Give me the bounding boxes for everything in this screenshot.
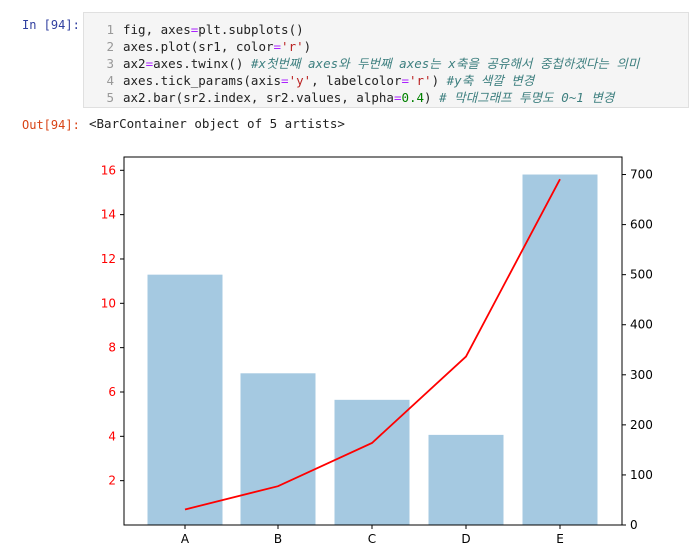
code-token: , labelcolor (311, 73, 402, 88)
x-tick-label: C (368, 532, 376, 546)
code-line: 4 axes.tick_params(axis='y', labelcolor='… (84, 72, 688, 89)
left-y-tick-label: 12 (101, 252, 116, 266)
x-tick-label: B (274, 532, 282, 546)
line-number: 4 (106, 73, 114, 88)
code-text: ax2=axes.twinx() #x첫번째 axes와 두번째 axes는 x… (123, 55, 639, 72)
code-line: 3 ax2=axes.twinx() #x첫번째 axes와 두번째 axes는 … (84, 55, 688, 72)
code-token: axes.twinx() (153, 56, 251, 71)
code-token: axes.plot(sr1, color (123, 39, 274, 54)
code-line: 5 ax2.bar(sr2.index, sr2.values, alpha=0.… (84, 89, 688, 106)
left-y-tick-label: 2 (108, 474, 116, 488)
x-tick-label: E (556, 532, 564, 546)
line-number: 3 (106, 56, 114, 71)
code-token: plt.subplots() (198, 22, 304, 37)
left-y-tick-label: 6 (108, 385, 116, 399)
code-token: #y축 색깔 변경 (446, 73, 535, 88)
code-text: axes.plot(sr1, color='r') (123, 38, 311, 55)
right-y-tick-label: 0 (630, 518, 638, 532)
left-y-tick-label: 4 (108, 429, 116, 443)
code-line: 2 axes.plot(sr1, color='r') (84, 38, 688, 55)
line-number: 1 (106, 22, 114, 37)
code-token: #x첫번째 axes와 두번째 axes는 x축을 공유해서 중첩하겠다는 의미 (250, 56, 640, 71)
input-prompt: In [94]: (22, 18, 80, 32)
left-y-tick-label: 14 (101, 208, 116, 222)
code-cell[interactable]: 1 fig, axes=plt.subplots() 2 axes.plot(sr1,… (83, 12, 689, 108)
bar-a (147, 274, 223, 525)
bar-d (428, 434, 504, 525)
right-y-tick-label: 700 (630, 168, 653, 182)
line-number: 2 (106, 39, 114, 54)
output-prompt: Out[94]: (22, 118, 80, 132)
code-token: # 막대그래프 투명도 0~1 변경 (439, 90, 615, 105)
code-text: axes.tick_params(axis='y', labelcolor='r… (123, 72, 534, 89)
bar-e (522, 174, 598, 525)
right-y-tick-label: 400 (630, 318, 653, 332)
code-token: ) (303, 39, 312, 54)
right-y-tick-label: 300 (630, 368, 653, 382)
line-series (184, 178, 561, 511)
code-token: 'r' (281, 39, 304, 54)
x-tick-label: D (461, 532, 470, 546)
code-token: ) (424, 90, 440, 105)
left-y-tick-label: 10 (101, 296, 116, 310)
x-tick-label: A (181, 532, 190, 546)
code-token: ax2 (123, 56, 146, 71)
right-y-tick-label: 200 (630, 418, 653, 432)
output-text: <BarContainer object of 5 artists> (89, 116, 345, 131)
right-y-tick-label: 500 (630, 268, 653, 282)
right-y-tick-label: 600 (630, 218, 653, 232)
code-line: 1 fig, axes=plt.subplots() (84, 21, 688, 38)
left-y-tick-label: 8 (108, 341, 116, 355)
code-token: 0.4 (401, 90, 425, 105)
left-y-tick-label: 16 (101, 163, 116, 177)
code-token: = (145, 56, 154, 71)
chart: A B C D E 2 4 6 8 10 12 14 16 0 100 200 300 400 500 600 700 (101, 156, 653, 546)
code-token: = (281, 73, 289, 88)
code-text: fig, axes=plt.subplots() (123, 21, 304, 38)
code-token: fig, axes (123, 22, 191, 37)
code-token: 'r' (409, 73, 432, 88)
code-token: axes.tick_params(axis (123, 73, 282, 88)
right-y-tick-label: 100 (630, 468, 653, 482)
line-number: 5 (106, 90, 114, 105)
code-token: ax2.bar(sr2.index, sr2.values, alpha (123, 90, 394, 105)
bar-b (240, 373, 316, 525)
code-token: ) (431, 73, 447, 88)
code-token: = (401, 73, 409, 88)
code-token: = (393, 90, 402, 105)
code-token: = (273, 39, 282, 54)
code-token: 'y' (288, 73, 312, 88)
code-token: = (190, 22, 199, 37)
code-text: ax2.bar(sr2.index, sr2.values, alpha=0.4… (123, 89, 614, 106)
plot-frame (123, 156, 623, 526)
